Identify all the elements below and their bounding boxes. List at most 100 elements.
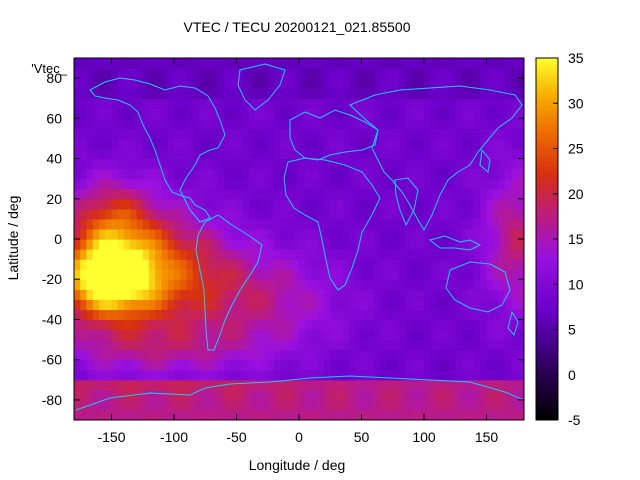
- heatmap-cell: [192, 249, 200, 260]
- heatmap-cell: [261, 168, 269, 180]
- heatmap-cell: [361, 389, 369, 401]
- heatmap-cell: [86, 58, 94, 69]
- x-tick-label: -150: [97, 429, 125, 445]
- heatmap-cell: [380, 158, 388, 170]
- heatmap-cell: [311, 198, 319, 210]
- heatmap-cell: [380, 289, 388, 300]
- heatmap-cell: [305, 299, 313, 310]
- heatmap-cell: [461, 118, 469, 129]
- heatmap-cell: [480, 68, 488, 79]
- heatmap-cell: [317, 98, 325, 109]
- heatmap-cell: [474, 339, 481, 351]
- heatmap-cell: [230, 249, 238, 260]
- heatmap-cell: [455, 299, 463, 310]
- heatmap-cell: [449, 319, 456, 331]
- heatmap-cell: [92, 319, 100, 331]
- heatmap-cell: [105, 88, 113, 99]
- heatmap-cell: [374, 228, 381, 240]
- heatmap-cell: [355, 329, 363, 341]
- heatmap-cell: [367, 409, 375, 420]
- heatmap-cell: [111, 228, 119, 240]
- heatmap-cell: [142, 148, 150, 160]
- heatmap-cell: [405, 329, 413, 341]
- heatmap-cell: [330, 269, 338, 280]
- heatmap-cell: [180, 359, 188, 371]
- heatmap-cell: [367, 228, 375, 240]
- heatmap-cell: [86, 98, 94, 109]
- heatmap-cell: [492, 178, 500, 190]
- heatmap-cell: [255, 309, 263, 321]
- heatmap-cell: [455, 118, 463, 129]
- heatmap-cell: [74, 158, 81, 170]
- heatmap-cell: [317, 369, 325, 381]
- heatmap-cell: [74, 369, 81, 381]
- heatmap-cell: [417, 269, 425, 280]
- heatmap-cell: [299, 339, 306, 351]
- heatmap-cell: [424, 379, 431, 391]
- heatmap-cell: [105, 188, 113, 200]
- heatmap-cell: [430, 88, 438, 99]
- heatmap-cell: [142, 188, 150, 200]
- heatmap-cell: [424, 118, 431, 129]
- heatmap-cell: [174, 128, 181, 140]
- heatmap-cell: [499, 98, 506, 109]
- heatmap-cell: [236, 329, 244, 341]
- heatmap-cell: [217, 309, 225, 321]
- heatmap-cell: [136, 198, 144, 210]
- heatmap-cell: [336, 299, 344, 310]
- heatmap-cell: [124, 218, 131, 230]
- heatmap-cell: [192, 68, 200, 79]
- heatmap-cell: [305, 218, 313, 230]
- heatmap-cell: [399, 168, 406, 180]
- heatmap-cell: [311, 168, 319, 180]
- heatmap-cell: [92, 148, 100, 160]
- heatmap-cell: [486, 239, 494, 250]
- heatmap-cell: [342, 409, 350, 420]
- heatmap-cell: [280, 329, 288, 341]
- heatmap-cell: [442, 379, 450, 391]
- heatmap-cell: [355, 379, 363, 391]
- heatmap-cell: [149, 128, 156, 140]
- heatmap-cell: [330, 399, 338, 411]
- heatmap-cell: [249, 309, 256, 321]
- heatmap-cell: [436, 329, 444, 341]
- heatmap-cell: [242, 329, 250, 341]
- heatmap-cell: [417, 228, 425, 240]
- heatmap-cell: [449, 128, 456, 140]
- heatmap-cell: [449, 178, 456, 190]
- heatmap-cell: [511, 309, 519, 321]
- heatmap-cell: [374, 208, 381, 220]
- heatmap-cell: [286, 349, 294, 361]
- heatmap-cell: [249, 158, 256, 170]
- heatmap-cell: [236, 389, 244, 401]
- heatmap-cell: [117, 409, 125, 420]
- heatmap-cell: [217, 198, 225, 210]
- heatmap-cell: [136, 309, 144, 321]
- heatmap-cell: [142, 319, 150, 331]
- heatmap-cell: [467, 78, 475, 89]
- chart-title: VTEC / TECU 20200121_021.85500: [183, 19, 410, 35]
- heatmap-cell: [286, 359, 294, 371]
- heatmap-cell: [92, 339, 100, 351]
- heatmap-cell: [380, 399, 388, 411]
- heatmap-cell: [392, 148, 400, 160]
- heatmap-cell: [311, 289, 319, 300]
- heatmap-cell: [249, 208, 256, 220]
- heatmap-cell: [392, 168, 400, 180]
- heatmap-cell: [480, 279, 488, 290]
- heatmap-cell: [99, 369, 106, 381]
- heatmap-cell: [286, 289, 294, 300]
- heatmap-cell: [499, 399, 506, 411]
- coastline-north-america: [89, 77, 226, 223]
- heatmap-cell: [430, 359, 438, 371]
- heatmap-cell: [180, 218, 188, 230]
- heatmap-cell: [161, 188, 169, 200]
- heatmap-cell: [380, 128, 388, 140]
- heatmap-cell: [486, 409, 494, 420]
- heatmap-cell: [386, 58, 394, 69]
- heatmap-cell: [224, 68, 231, 79]
- heatmap-cell: [211, 228, 219, 240]
- heatmap-cell: [417, 198, 425, 210]
- heatmap-cell: [99, 118, 106, 129]
- heatmap-cell: [449, 329, 456, 341]
